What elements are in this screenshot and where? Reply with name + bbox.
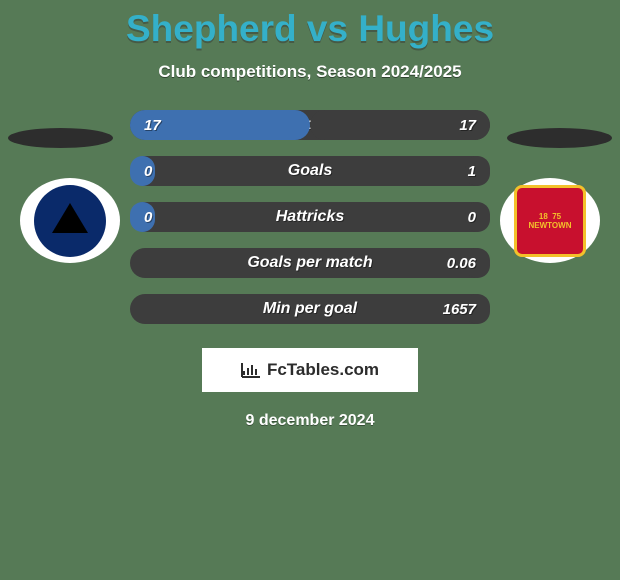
comparison-infographic: Shepherd vs Hughes Club competitions, Se… (0, 0, 620, 580)
subtitle: Club competitions, Season 2024/2025 (0, 62, 620, 82)
stat-label: Hattricks (130, 208, 490, 226)
stat-label: Goals (130, 162, 490, 180)
stat-row: 0 1Goals (130, 156, 490, 186)
stat-row: 1657Min per goal (130, 294, 490, 324)
stat-right-value: 1657 (443, 301, 476, 318)
stat-row: 0.06Goals per match (130, 248, 490, 278)
stat-right-value: 1 (468, 163, 476, 180)
stat-left-value: 0 (144, 163, 152, 180)
stat-right-value: 0.06 (447, 255, 476, 272)
stat-label: Goals per match (130, 254, 490, 272)
watermark: FcTables.com (202, 348, 418, 392)
team-left-emblem (34, 185, 106, 257)
stat-row: 1717Matches (130, 110, 490, 140)
team-left-shadow (8, 128, 113, 148)
stat-left-value: 0 (144, 209, 152, 226)
team-left-badge (20, 178, 120, 263)
date: 9 december 2024 (0, 412, 620, 430)
page-title: Shepherd vs Hughes (0, 0, 620, 50)
stat-row: 0 0Hattricks (130, 202, 490, 232)
stat-left-value: 17 (144, 117, 161, 134)
stat-right-value: 0 (468, 209, 476, 226)
chart-icon (241, 362, 261, 378)
stat-rows: 1717Matches01Goals00Hattricks0.06Goals p… (130, 110, 490, 324)
team-right-badge: 18 75NEWTOWN (500, 178, 600, 263)
watermark-text: FcTables.com (267, 360, 379, 380)
team-right-shadow (507, 128, 612, 148)
stat-right-value: 17 (459, 117, 476, 134)
team-right-emblem: 18 75NEWTOWN (514, 185, 586, 257)
stat-label: Min per goal (130, 300, 490, 318)
